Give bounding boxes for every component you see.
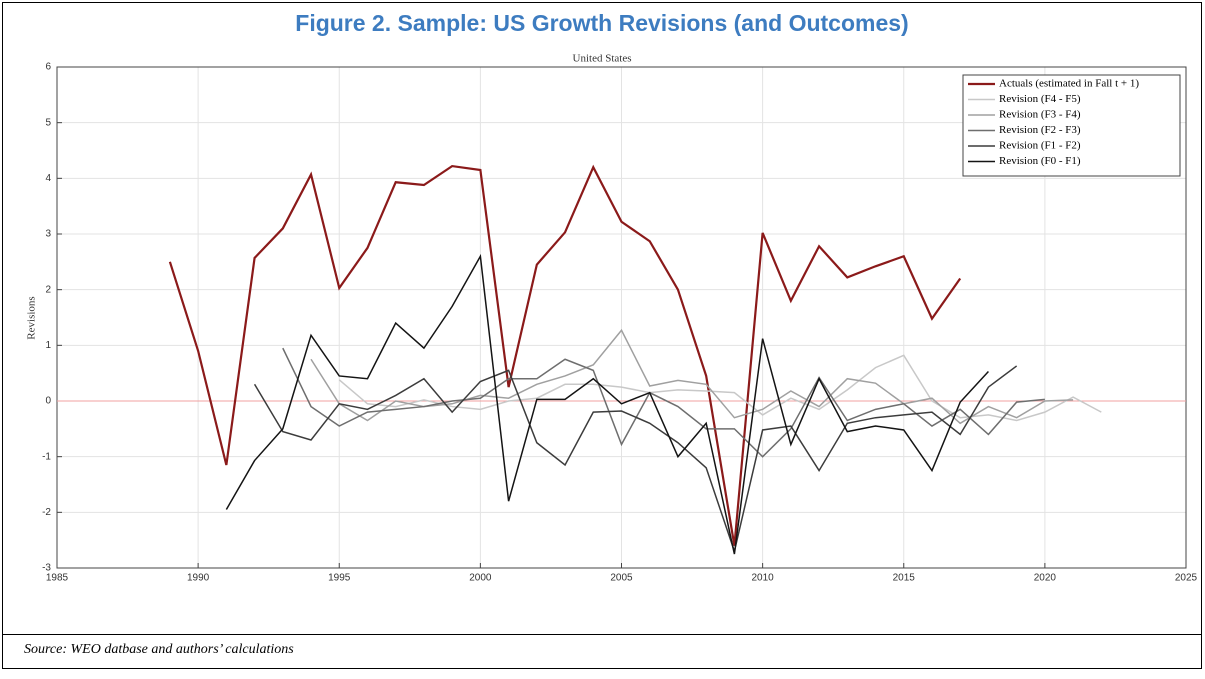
series-line — [168, 164, 962, 546]
x-tick-label: 2025 — [1175, 573, 1198, 584]
y-axis-label: Revisions — [26, 296, 38, 339]
legend-box — [962, 74, 1181, 177]
x-tick-label: 1990 — [187, 573, 210, 584]
legend-label: Revision (F1 - F2) — [999, 140, 1081, 152]
figure-title: Figure 2. Sample: US Growth Revisions (a… — [295, 10, 908, 36]
y-tick-label: -2 — [42, 507, 51, 518]
y-tick-label: -3 — [42, 563, 51, 574]
y-tick-label: 2 — [45, 284, 51, 295]
series-line — [282, 347, 1045, 458]
legend-label: Revision (F0 - F1) — [999, 155, 1081, 167]
x-tick-label: 1985 — [46, 573, 69, 584]
x-tick-label: 1995 — [328, 573, 351, 584]
series-line — [338, 354, 1102, 422]
source-note: Source: WEO datbase and authors’ calcula… — [24, 642, 294, 657]
y-tick-label: 3 — [45, 229, 51, 240]
legend-label: Revision (F2 - F3) — [999, 124, 1081, 136]
legend-label: Revision (F3 - F4) — [999, 109, 1081, 121]
y-tick-label: 1 — [45, 340, 51, 351]
x-tick-label: 2000 — [469, 573, 492, 584]
series-line — [310, 328, 1074, 425]
x-tick-label: 2010 — [752, 573, 775, 584]
x-tick-label: 2020 — [1034, 573, 1057, 584]
x-tick-label: 2015 — [893, 573, 916, 584]
series-line — [253, 365, 1018, 555]
legend-label: Actuals (estimated in Fall t + 1) — [999, 78, 1139, 90]
y-tick-label: -1 — [42, 451, 51, 462]
y-tick-label: 0 — [45, 396, 51, 407]
chart-title: United States — [573, 53, 632, 65]
y-tick-label: 4 — [45, 173, 51, 184]
series-line — [225, 253, 989, 555]
x-tick-label: 2005 — [610, 573, 633, 584]
y-tick-label: 6 — [45, 62, 51, 73]
y-tick-label: 5 — [45, 117, 51, 128]
axes-box — [56, 66, 1187, 569]
legend-label: Revision (F4 - F5) — [999, 93, 1081, 105]
